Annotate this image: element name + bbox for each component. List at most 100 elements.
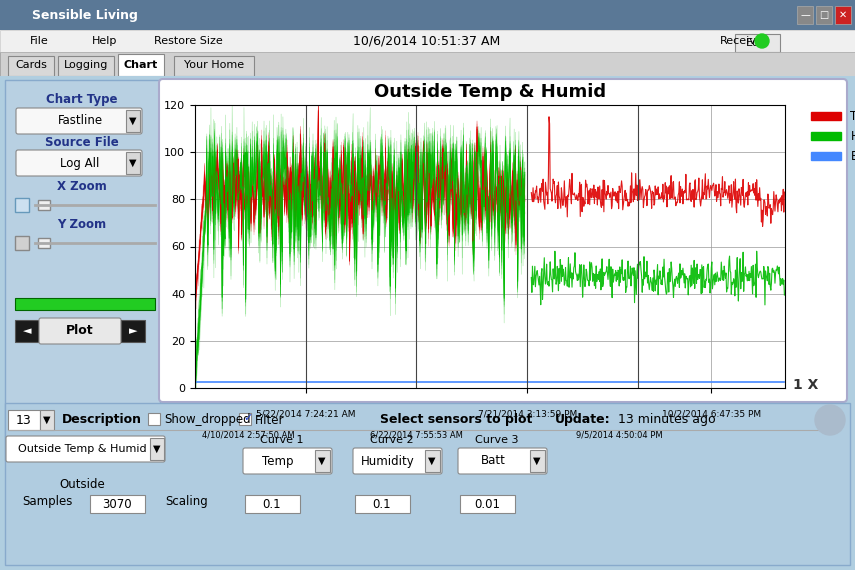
Text: 13 minutes ago: 13 minutes ago bbox=[618, 413, 716, 426]
Text: Receiver: Receiver bbox=[720, 36, 769, 46]
Text: Source File: Source File bbox=[45, 136, 119, 149]
Text: Scaling: Scaling bbox=[165, 495, 208, 508]
Bar bbox=[355, 495, 410, 513]
Bar bbox=[148, 413, 160, 425]
Text: Log All: Log All bbox=[61, 157, 100, 169]
Text: Curve 2: Curve 2 bbox=[370, 435, 414, 445]
Bar bbox=[121, 320, 145, 342]
Bar bbox=[15, 198, 29, 212]
Bar bbox=[40, 410, 54, 430]
Text: Y Zoom: Y Zoom bbox=[57, 218, 107, 230]
FancyBboxPatch shape bbox=[353, 448, 442, 474]
Text: 13: 13 bbox=[16, 413, 32, 426]
Text: Outside Temp & Humid: Outside Temp & Humid bbox=[18, 444, 146, 454]
Bar bbox=[58, 56, 114, 76]
Bar bbox=[816, 6, 832, 24]
Bar bbox=[150, 438, 164, 460]
Bar bbox=[315, 450, 330, 472]
Title: Outside Temp & Humid: Outside Temp & Humid bbox=[374, 83, 606, 101]
Bar bbox=[245, 495, 300, 513]
Legend: Temp, Humidity, Batt: Temp, Humidity, Batt bbox=[807, 105, 855, 168]
Text: ▼: ▼ bbox=[153, 444, 161, 454]
Text: Update:: Update: bbox=[555, 413, 610, 426]
Text: Chart Type: Chart Type bbox=[46, 93, 118, 107]
Text: Description: Description bbox=[62, 413, 142, 426]
Text: Curve 3: Curve 3 bbox=[475, 435, 519, 445]
Text: ▼: ▼ bbox=[44, 415, 50, 425]
Bar bbox=[0, 0, 855, 30]
Bar bbox=[530, 450, 545, 472]
Text: ▼: ▼ bbox=[129, 158, 137, 168]
Text: ✕: ✕ bbox=[839, 10, 847, 20]
Text: Your Home: Your Home bbox=[184, 60, 244, 70]
Text: Help: Help bbox=[92, 36, 117, 46]
Bar bbox=[239, 413, 251, 425]
Text: —: — bbox=[800, 10, 810, 20]
Bar bbox=[118, 54, 164, 76]
Text: Humidity: Humidity bbox=[361, 454, 415, 467]
Text: ▼: ▼ bbox=[428, 456, 436, 466]
Bar bbox=[425, 450, 440, 472]
Text: ◄: ◄ bbox=[23, 326, 32, 336]
Text: 0.01: 0.01 bbox=[474, 498, 500, 511]
Text: ►: ► bbox=[129, 326, 138, 336]
Circle shape bbox=[755, 34, 769, 48]
Text: Select sensors to plot: Select sensors to plot bbox=[380, 413, 533, 426]
Bar bbox=[0, 30, 855, 52]
Text: Batt: Batt bbox=[481, 454, 505, 467]
Bar bbox=[0, 52, 855, 76]
Text: Filter: Filter bbox=[255, 413, 285, 426]
Bar bbox=[460, 495, 515, 513]
Text: Cards: Cards bbox=[15, 60, 47, 70]
Bar bbox=[174, 56, 254, 76]
FancyBboxPatch shape bbox=[458, 448, 547, 474]
Bar bbox=[835, 6, 851, 24]
Bar bbox=[8, 410, 40, 430]
Bar bbox=[90, 495, 145, 513]
Bar bbox=[797, 6, 813, 24]
Text: Sensible Living: Sensible Living bbox=[32, 9, 138, 22]
Text: Chart: Chart bbox=[124, 60, 158, 70]
Text: ▼: ▼ bbox=[129, 116, 137, 126]
Circle shape bbox=[815, 405, 845, 435]
Text: ▼: ▼ bbox=[318, 456, 326, 466]
Text: Show_dropped: Show_dropped bbox=[164, 413, 251, 426]
Text: ✓: ✓ bbox=[243, 413, 252, 423]
FancyBboxPatch shape bbox=[16, 108, 142, 134]
Text: File: File bbox=[30, 36, 49, 46]
Text: Edit: Edit bbox=[746, 38, 768, 48]
Bar bbox=[8, 56, 54, 76]
Bar bbox=[38, 200, 50, 210]
Bar bbox=[15, 236, 29, 250]
Text: 1 X: 1 X bbox=[793, 378, 818, 392]
Text: X Zoom: X Zoom bbox=[57, 180, 107, 193]
Text: 4/10/2014 2:57:50 AM: 4/10/2014 2:57:50 AM bbox=[202, 430, 294, 439]
Text: Temp: Temp bbox=[262, 454, 294, 467]
Text: 9/5/2014 4:50:04 PM: 9/5/2014 4:50:04 PM bbox=[576, 430, 663, 439]
Text: Samples: Samples bbox=[22, 495, 73, 508]
Bar bbox=[0, 30, 855, 52]
Text: 3070: 3070 bbox=[103, 498, 132, 511]
Bar bbox=[126, 110, 140, 132]
Bar bbox=[38, 238, 50, 248]
Bar bbox=[5, 403, 850, 565]
Bar bbox=[0, 76, 855, 570]
Text: ▼: ▼ bbox=[534, 456, 540, 466]
Text: ?: ? bbox=[825, 411, 834, 429]
FancyBboxPatch shape bbox=[243, 448, 332, 474]
Text: □: □ bbox=[819, 10, 828, 20]
Bar bbox=[15, 320, 39, 342]
Text: 0.1: 0.1 bbox=[373, 498, 392, 511]
FancyBboxPatch shape bbox=[39, 318, 121, 344]
Bar bbox=[15, 298, 155, 310]
Bar bbox=[126, 152, 140, 174]
FancyBboxPatch shape bbox=[16, 150, 142, 176]
Text: Restore Size: Restore Size bbox=[154, 36, 223, 46]
Text: 0.1: 0.1 bbox=[262, 498, 281, 511]
FancyBboxPatch shape bbox=[159, 79, 847, 402]
Text: Fastline: Fastline bbox=[57, 115, 103, 128]
Bar bbox=[735, 34, 780, 52]
Bar bbox=[5, 80, 160, 460]
Text: Logging: Logging bbox=[64, 60, 109, 70]
Text: Outside: Outside bbox=[59, 478, 105, 491]
